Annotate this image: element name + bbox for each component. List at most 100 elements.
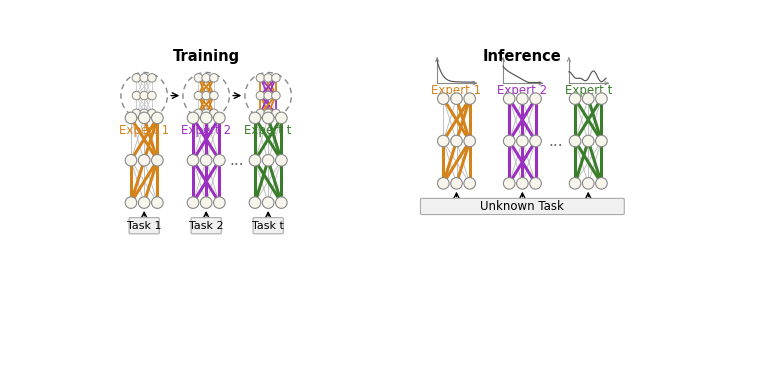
Ellipse shape — [132, 91, 141, 100]
Ellipse shape — [464, 93, 475, 104]
Ellipse shape — [275, 112, 287, 124]
Ellipse shape — [138, 154, 150, 166]
Text: Unknown Task: Unknown Task — [481, 200, 564, 213]
Ellipse shape — [249, 154, 261, 166]
Ellipse shape — [256, 109, 265, 117]
FancyBboxPatch shape — [191, 217, 221, 234]
Ellipse shape — [202, 109, 211, 117]
Ellipse shape — [249, 112, 261, 124]
Ellipse shape — [264, 73, 272, 82]
Ellipse shape — [187, 154, 199, 166]
Ellipse shape — [202, 73, 211, 82]
Ellipse shape — [582, 135, 594, 147]
Ellipse shape — [451, 93, 462, 104]
Text: Expert 1: Expert 1 — [119, 124, 169, 137]
Ellipse shape — [451, 135, 462, 147]
Ellipse shape — [517, 93, 528, 104]
Ellipse shape — [140, 91, 148, 100]
Ellipse shape — [138, 197, 150, 209]
Ellipse shape — [125, 112, 137, 124]
Ellipse shape — [140, 73, 148, 82]
Ellipse shape — [256, 91, 265, 100]
Ellipse shape — [214, 154, 225, 166]
Ellipse shape — [249, 197, 261, 209]
Ellipse shape — [596, 93, 608, 104]
Ellipse shape — [271, 109, 280, 117]
FancyBboxPatch shape — [253, 217, 283, 234]
Ellipse shape — [256, 73, 265, 82]
Text: Training: Training — [172, 49, 240, 65]
Ellipse shape — [148, 73, 156, 82]
Ellipse shape — [271, 73, 280, 82]
Ellipse shape — [151, 112, 163, 124]
Ellipse shape — [132, 73, 141, 82]
Ellipse shape — [194, 73, 203, 82]
Text: ...: ... — [548, 134, 563, 148]
Ellipse shape — [517, 135, 528, 147]
Ellipse shape — [214, 197, 225, 209]
Ellipse shape — [438, 178, 449, 189]
Ellipse shape — [201, 112, 212, 124]
Text: Task 1: Task 1 — [127, 221, 161, 231]
Ellipse shape — [504, 178, 515, 189]
Text: Expert t: Expert t — [245, 124, 292, 137]
Ellipse shape — [138, 112, 150, 124]
Text: Task 2: Task 2 — [189, 221, 224, 231]
Ellipse shape — [275, 154, 287, 166]
Ellipse shape — [451, 178, 462, 189]
Text: +: + — [263, 113, 274, 126]
Ellipse shape — [569, 93, 581, 104]
Ellipse shape — [210, 109, 218, 117]
Ellipse shape — [210, 91, 218, 100]
Ellipse shape — [202, 91, 211, 100]
Ellipse shape — [151, 154, 163, 166]
Ellipse shape — [530, 178, 541, 189]
FancyBboxPatch shape — [129, 217, 159, 234]
Ellipse shape — [569, 135, 581, 147]
Ellipse shape — [275, 197, 287, 209]
Text: Expert 2: Expert 2 — [181, 124, 231, 137]
Ellipse shape — [264, 91, 272, 100]
Text: Inference: Inference — [483, 49, 561, 65]
Ellipse shape — [569, 178, 581, 189]
Ellipse shape — [194, 91, 203, 100]
Ellipse shape — [262, 112, 274, 124]
Ellipse shape — [214, 112, 225, 124]
Text: Expert 2: Expert 2 — [498, 84, 548, 97]
Ellipse shape — [132, 109, 141, 117]
Text: Expert 1: Expert 1 — [431, 84, 481, 97]
Ellipse shape — [596, 135, 608, 147]
Ellipse shape — [504, 135, 515, 147]
Ellipse shape — [187, 112, 199, 124]
Ellipse shape — [140, 109, 148, 117]
Text: Task t: Task t — [252, 221, 284, 231]
Text: Expert t: Expert t — [564, 84, 612, 97]
Ellipse shape — [530, 135, 541, 147]
Ellipse shape — [148, 91, 156, 100]
Ellipse shape — [596, 178, 608, 189]
Ellipse shape — [582, 93, 594, 104]
Ellipse shape — [201, 197, 212, 209]
Ellipse shape — [125, 154, 137, 166]
Ellipse shape — [210, 73, 218, 82]
Ellipse shape — [201, 154, 212, 166]
Ellipse shape — [194, 109, 203, 117]
Ellipse shape — [438, 135, 449, 147]
Ellipse shape — [151, 197, 163, 209]
Ellipse shape — [464, 178, 475, 189]
Text: +: + — [139, 113, 149, 126]
Ellipse shape — [264, 109, 272, 117]
Text: ...: ... — [230, 153, 245, 168]
Text: +: + — [201, 113, 211, 126]
Ellipse shape — [148, 109, 156, 117]
Ellipse shape — [271, 91, 280, 100]
Ellipse shape — [517, 178, 528, 189]
Ellipse shape — [582, 178, 594, 189]
Ellipse shape — [464, 135, 475, 147]
Ellipse shape — [530, 93, 541, 104]
Ellipse shape — [262, 197, 274, 209]
Ellipse shape — [438, 93, 449, 104]
Ellipse shape — [187, 197, 199, 209]
Ellipse shape — [125, 197, 137, 209]
Ellipse shape — [504, 93, 515, 104]
